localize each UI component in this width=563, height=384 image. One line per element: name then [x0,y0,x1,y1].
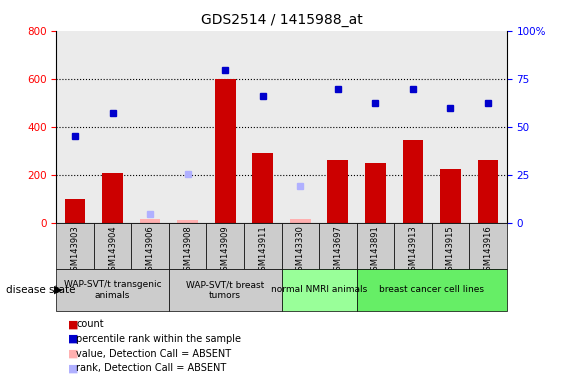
Bar [56,31,94,223]
Bar [432,31,469,223]
Bar [207,223,244,269]
Text: value, Detection Call = ABSENT: value, Detection Call = ABSENT [76,349,231,359]
Bar [56,223,94,269]
Bar [356,31,394,223]
Text: GSM143915: GSM143915 [446,225,455,276]
Bar [94,31,131,223]
Text: count: count [76,319,104,329]
Bar [432,223,469,269]
Bar [169,31,207,223]
Bar [290,219,311,223]
Text: GSM143908: GSM143908 [183,225,192,276]
Text: GSM143330: GSM143330 [296,225,305,276]
Text: GSM143913: GSM143913 [408,225,417,276]
Text: ■: ■ [68,319,78,329]
Text: WAP-SVT/t breast
tumors: WAP-SVT/t breast tumors [186,280,264,300]
Bar [319,223,356,269]
Bar [177,220,198,223]
Title: GDS2514 / 1415988_at: GDS2514 / 1415988_at [200,13,363,27]
Bar [469,223,507,269]
Bar [365,164,386,223]
Bar [169,269,282,311]
Text: GSM143903: GSM143903 [70,225,79,276]
Text: GSM143697: GSM143697 [333,225,342,276]
Bar [356,269,507,311]
Text: ▶: ▶ [53,285,62,295]
Text: GSM143906: GSM143906 [146,225,155,276]
Bar [252,153,273,223]
Bar [394,31,432,223]
Text: ■: ■ [68,334,78,344]
Bar [319,31,356,223]
Bar [403,140,423,223]
Bar [244,223,282,269]
Text: GSM143891: GSM143891 [371,225,380,276]
Bar [131,223,169,269]
Bar [56,269,169,311]
Bar [469,31,507,223]
Bar [207,31,244,223]
Bar [215,79,235,223]
Text: disease state: disease state [6,285,75,295]
Text: breast cancer cell lines: breast cancer cell lines [379,285,484,295]
Bar [131,31,169,223]
Bar [169,223,207,269]
Text: GSM143909: GSM143909 [221,225,230,276]
Bar [477,160,498,223]
Text: GSM143911: GSM143911 [258,225,267,276]
Bar [356,223,394,269]
Text: GSM143916: GSM143916 [484,225,493,276]
Bar [282,269,356,311]
Bar [282,223,319,269]
Text: normal NMRI animals: normal NMRI animals [271,285,367,295]
Bar [282,31,319,223]
Bar [440,169,461,223]
Bar [394,223,432,269]
Text: GSM143904: GSM143904 [108,225,117,276]
Bar [65,199,86,223]
Text: percentile rank within the sample: percentile rank within the sample [76,334,241,344]
Bar [140,219,160,223]
Text: ■: ■ [68,349,78,359]
Text: ■: ■ [68,363,78,373]
Bar [102,173,123,223]
Bar [94,223,131,269]
Text: rank, Detection Call = ABSENT: rank, Detection Call = ABSENT [76,363,226,373]
Bar [244,31,282,223]
Bar [328,160,348,223]
Text: WAP-SVT/t transgenic
animals: WAP-SVT/t transgenic animals [64,280,162,300]
